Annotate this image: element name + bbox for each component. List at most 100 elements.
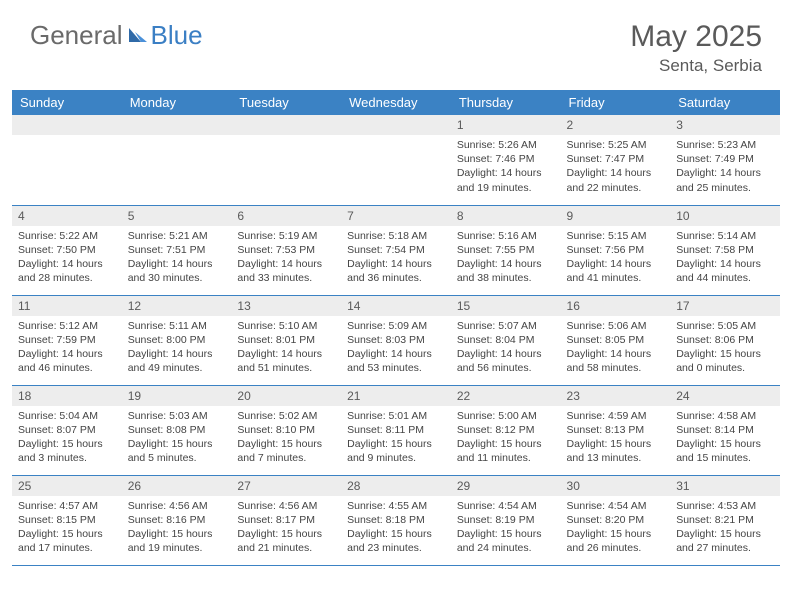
day-data: Sunrise: 5:15 AMSunset: 7:56 PMDaylight:…	[561, 226, 671, 290]
calendar-day: 15Sunrise: 5:07 AMSunset: 8:04 PMDayligh…	[451, 295, 561, 385]
calendar-day: 20Sunrise: 5:02 AMSunset: 8:10 PMDayligh…	[231, 385, 341, 475]
calendar-day: 18Sunrise: 5:04 AMSunset: 8:07 PMDayligh…	[12, 385, 122, 475]
day-data	[12, 135, 122, 142]
day-number	[122, 115, 232, 135]
day-number: 24	[670, 386, 780, 406]
brand-part1: General	[30, 20, 123, 51]
day-data: Sunrise: 4:55 AMSunset: 8:18 PMDaylight:…	[341, 496, 451, 560]
weekday-header: Sunday	[12, 90, 122, 115]
day-number: 6	[231, 206, 341, 226]
day-data: Sunrise: 4:58 AMSunset: 8:14 PMDaylight:…	[670, 406, 780, 470]
calendar-day: 24Sunrise: 4:58 AMSunset: 8:14 PMDayligh…	[670, 385, 780, 475]
day-number: 17	[670, 296, 780, 316]
day-number	[341, 115, 451, 135]
day-data: Sunrise: 5:00 AMSunset: 8:12 PMDaylight:…	[451, 406, 561, 470]
day-data: Sunrise: 5:26 AMSunset: 7:46 PMDaylight:…	[451, 135, 561, 199]
calendar-day: 27Sunrise: 4:56 AMSunset: 8:17 PMDayligh…	[231, 475, 341, 565]
day-data: Sunrise: 5:07 AMSunset: 8:04 PMDaylight:…	[451, 316, 561, 380]
day-data	[122, 135, 232, 142]
day-data: Sunrise: 4:56 AMSunset: 8:16 PMDaylight:…	[122, 496, 232, 560]
calendar-day: 3Sunrise: 5:23 AMSunset: 7:49 PMDaylight…	[670, 115, 780, 205]
day-number: 8	[451, 206, 561, 226]
calendar-day: 4Sunrise: 5:22 AMSunset: 7:50 PMDaylight…	[12, 205, 122, 295]
day-number: 25	[12, 476, 122, 496]
weekday-row: SundayMondayTuesdayWednesdayThursdayFrid…	[12, 90, 780, 115]
calendar-week: 1Sunrise: 5:26 AMSunset: 7:46 PMDaylight…	[12, 115, 780, 205]
calendar-day: 14Sunrise: 5:09 AMSunset: 8:03 PMDayligh…	[341, 295, 451, 385]
day-number: 5	[122, 206, 232, 226]
day-number	[231, 115, 341, 135]
calendar-day: 5Sunrise: 5:21 AMSunset: 7:51 PMDaylight…	[122, 205, 232, 295]
day-number: 19	[122, 386, 232, 406]
day-number: 21	[341, 386, 451, 406]
calendar-day: 17Sunrise: 5:05 AMSunset: 8:06 PMDayligh…	[670, 295, 780, 385]
day-data	[341, 135, 451, 142]
day-number: 27	[231, 476, 341, 496]
calendar-day: 31Sunrise: 4:53 AMSunset: 8:21 PMDayligh…	[670, 475, 780, 565]
day-data: Sunrise: 5:03 AMSunset: 8:08 PMDaylight:…	[122, 406, 232, 470]
day-number: 13	[231, 296, 341, 316]
day-number: 11	[12, 296, 122, 316]
day-number: 23	[561, 386, 671, 406]
weekday-header: Wednesday	[341, 90, 451, 115]
calendar-day	[231, 115, 341, 205]
day-data: Sunrise: 5:18 AMSunset: 7:54 PMDaylight:…	[341, 226, 451, 290]
location: Senta, Serbia	[630, 56, 762, 76]
day-data: Sunrise: 4:54 AMSunset: 8:19 PMDaylight:…	[451, 496, 561, 560]
calendar-day: 19Sunrise: 5:03 AMSunset: 8:08 PMDayligh…	[122, 385, 232, 475]
weekday-header: Thursday	[451, 90, 561, 115]
day-data: Sunrise: 5:01 AMSunset: 8:11 PMDaylight:…	[341, 406, 451, 470]
day-data: Sunrise: 5:09 AMSunset: 8:03 PMDaylight:…	[341, 316, 451, 380]
calendar-day: 29Sunrise: 4:54 AMSunset: 8:19 PMDayligh…	[451, 475, 561, 565]
calendar-day	[341, 115, 451, 205]
calendar-week: 11Sunrise: 5:12 AMSunset: 7:59 PMDayligh…	[12, 295, 780, 385]
title-block: May 2025 Senta, Serbia	[630, 20, 762, 76]
day-number: 26	[122, 476, 232, 496]
calendar-day: 10Sunrise: 5:14 AMSunset: 7:58 PMDayligh…	[670, 205, 780, 295]
day-data: Sunrise: 4:54 AMSunset: 8:20 PMDaylight:…	[561, 496, 671, 560]
weekday-header: Saturday	[670, 90, 780, 115]
day-data: Sunrise: 5:02 AMSunset: 8:10 PMDaylight:…	[231, 406, 341, 470]
brand-logo: GeneralBlue	[30, 20, 203, 51]
header: GeneralBlue May 2025 Senta, Serbia	[0, 0, 792, 84]
calendar-head: SundayMondayTuesdayWednesdayThursdayFrid…	[12, 90, 780, 115]
day-number: 28	[341, 476, 451, 496]
day-number: 4	[12, 206, 122, 226]
day-data: Sunrise: 4:56 AMSunset: 8:17 PMDaylight:…	[231, 496, 341, 560]
day-data	[231, 135, 341, 142]
calendar-day: 12Sunrise: 5:11 AMSunset: 8:00 PMDayligh…	[122, 295, 232, 385]
day-number: 9	[561, 206, 671, 226]
month-title: May 2025	[630, 20, 762, 54]
day-data: Sunrise: 5:16 AMSunset: 7:55 PMDaylight:…	[451, 226, 561, 290]
day-number: 29	[451, 476, 561, 496]
day-number: 16	[561, 296, 671, 316]
day-number: 3	[670, 115, 780, 135]
day-number: 1	[451, 115, 561, 135]
day-number	[12, 115, 122, 135]
day-number: 7	[341, 206, 451, 226]
calendar-day: 2Sunrise: 5:25 AMSunset: 7:47 PMDaylight…	[561, 115, 671, 205]
calendar-day: 21Sunrise: 5:01 AMSunset: 8:11 PMDayligh…	[341, 385, 451, 475]
day-data: Sunrise: 4:59 AMSunset: 8:13 PMDaylight:…	[561, 406, 671, 470]
day-data: Sunrise: 4:53 AMSunset: 8:21 PMDaylight:…	[670, 496, 780, 560]
day-number: 10	[670, 206, 780, 226]
day-data: Sunrise: 5:11 AMSunset: 8:00 PMDaylight:…	[122, 316, 232, 380]
calendar-day: 1Sunrise: 5:26 AMSunset: 7:46 PMDaylight…	[451, 115, 561, 205]
calendar-day: 7Sunrise: 5:18 AMSunset: 7:54 PMDaylight…	[341, 205, 451, 295]
day-number: 22	[451, 386, 561, 406]
day-data: Sunrise: 5:12 AMSunset: 7:59 PMDaylight:…	[12, 316, 122, 380]
calendar-day	[12, 115, 122, 205]
calendar-week: 25Sunrise: 4:57 AMSunset: 8:15 PMDayligh…	[12, 475, 780, 565]
calendar-day: 23Sunrise: 4:59 AMSunset: 8:13 PMDayligh…	[561, 385, 671, 475]
calendar-table: SundayMondayTuesdayWednesdayThursdayFrid…	[12, 90, 780, 566]
calendar-day	[122, 115, 232, 205]
calendar-day: 11Sunrise: 5:12 AMSunset: 7:59 PMDayligh…	[12, 295, 122, 385]
calendar-body: 1Sunrise: 5:26 AMSunset: 7:46 PMDaylight…	[12, 115, 780, 565]
logo-sail-icon	[127, 20, 149, 51]
day-number: 20	[231, 386, 341, 406]
calendar-day: 30Sunrise: 4:54 AMSunset: 8:20 PMDayligh…	[561, 475, 671, 565]
day-data: Sunrise: 5:25 AMSunset: 7:47 PMDaylight:…	[561, 135, 671, 199]
day-number: 2	[561, 115, 671, 135]
calendar-week: 4Sunrise: 5:22 AMSunset: 7:50 PMDaylight…	[12, 205, 780, 295]
calendar-day: 25Sunrise: 4:57 AMSunset: 8:15 PMDayligh…	[12, 475, 122, 565]
